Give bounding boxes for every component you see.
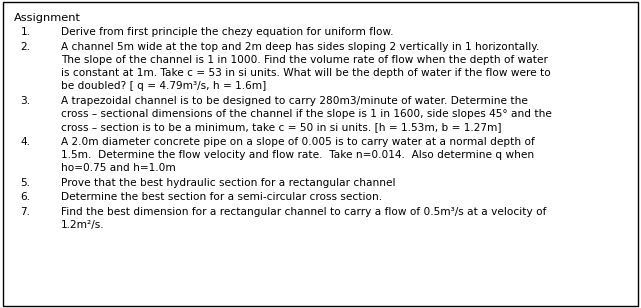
Text: Prove that the best hydraulic section for a rectangular channel: Prove that the best hydraulic section fo… (61, 178, 395, 188)
Text: 1.5m.  Determine the flow velocity and flow rate.  Take n=0.014.  Also determine: 1.5m. Determine the flow velocity and fl… (61, 150, 534, 160)
Text: 5.: 5. (21, 178, 31, 188)
Text: 1.: 1. (21, 27, 31, 37)
Text: 2.: 2. (21, 42, 31, 52)
Text: 4.: 4. (21, 137, 31, 147)
Text: cross – sectional dimensions of the channel if the slope is 1 in 1600, side slop: cross – sectional dimensions of the chan… (61, 109, 552, 119)
Text: cross – section is to be a minimum, take c = 50 in si units. [h = 1.53m, b = 1.2: cross – section is to be a minimum, take… (61, 122, 501, 132)
Text: 7.: 7. (21, 207, 31, 217)
Text: Determine the best section for a semi-circular cross section.: Determine the best section for a semi-ci… (61, 192, 382, 202)
Text: A trapezoidal channel is to be designed to carry 280m3/minute of water. Determin: A trapezoidal channel is to be designed … (61, 96, 528, 106)
Text: Find the best dimension for a rectangular channel to carry a flow of 0.5m³/s at : Find the best dimension for a rectangula… (61, 207, 546, 217)
Text: 1.2m²/s.: 1.2m²/s. (61, 220, 104, 230)
FancyBboxPatch shape (3, 2, 638, 306)
Text: The slope of the channel is 1 in 1000. Find the volume rate of flow when the dep: The slope of the channel is 1 in 1000. F… (61, 55, 548, 65)
Text: 3.: 3. (21, 96, 31, 106)
Text: Assignment: Assignment (14, 13, 81, 23)
Text: ho=0.75 and h=1.0m: ho=0.75 and h=1.0m (61, 163, 176, 173)
Text: be doubled? [ q = 4.79m³/s, h = 1.6m]: be doubled? [ q = 4.79m³/s, h = 1.6m] (61, 81, 266, 91)
Text: A channel 5m wide at the top and 2m deep has sides sloping 2 vertically in 1 hor: A channel 5m wide at the top and 2m deep… (61, 42, 539, 52)
Text: is constant at 1m. Take c = 53 in si units. What will be the depth of water if t: is constant at 1m. Take c = 53 in si uni… (61, 68, 551, 78)
Text: A 2.0m diameter concrete pipe on a slope of 0.005 is to carry water at a normal : A 2.0m diameter concrete pipe on a slope… (61, 137, 535, 147)
Text: Derive from first principle the chezy equation for uniform flow.: Derive from first principle the chezy eq… (61, 27, 394, 37)
Text: 6.: 6. (21, 192, 31, 202)
